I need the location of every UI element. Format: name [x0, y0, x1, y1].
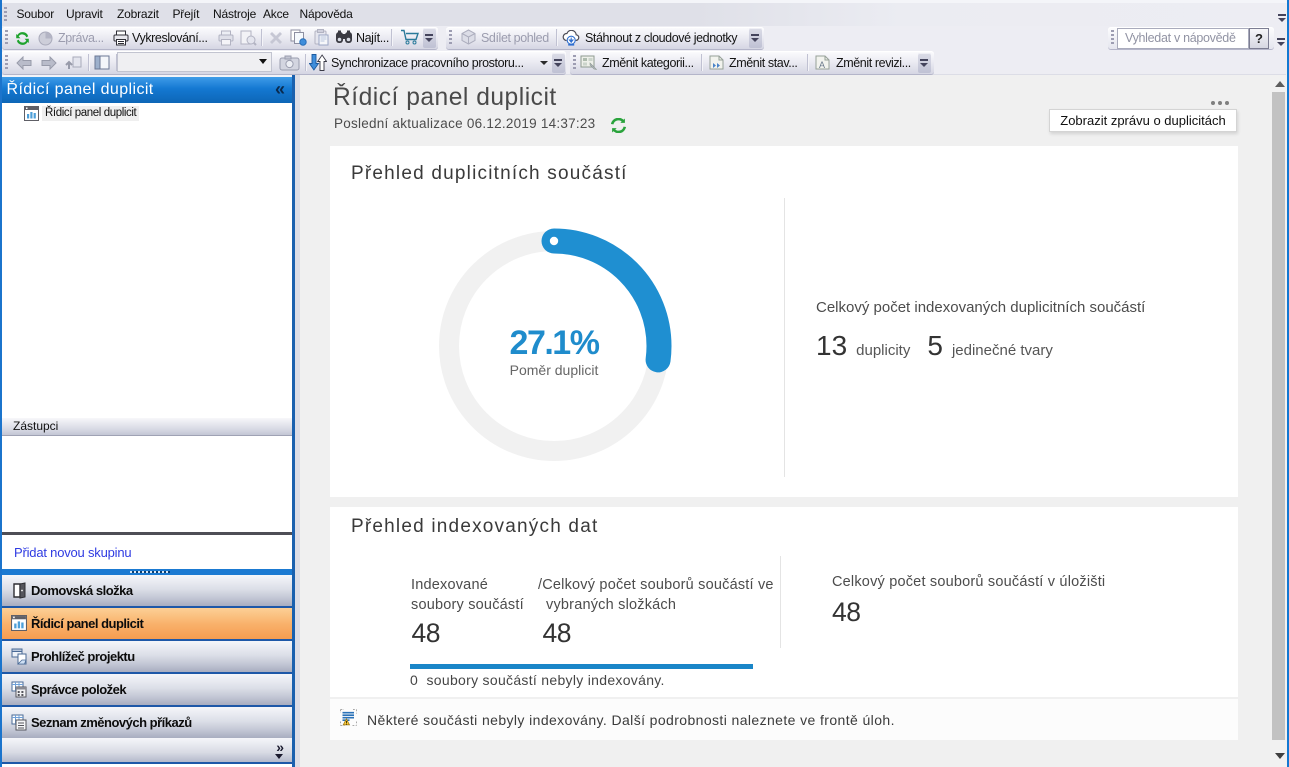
svg-text:A: A: [819, 60, 825, 70]
